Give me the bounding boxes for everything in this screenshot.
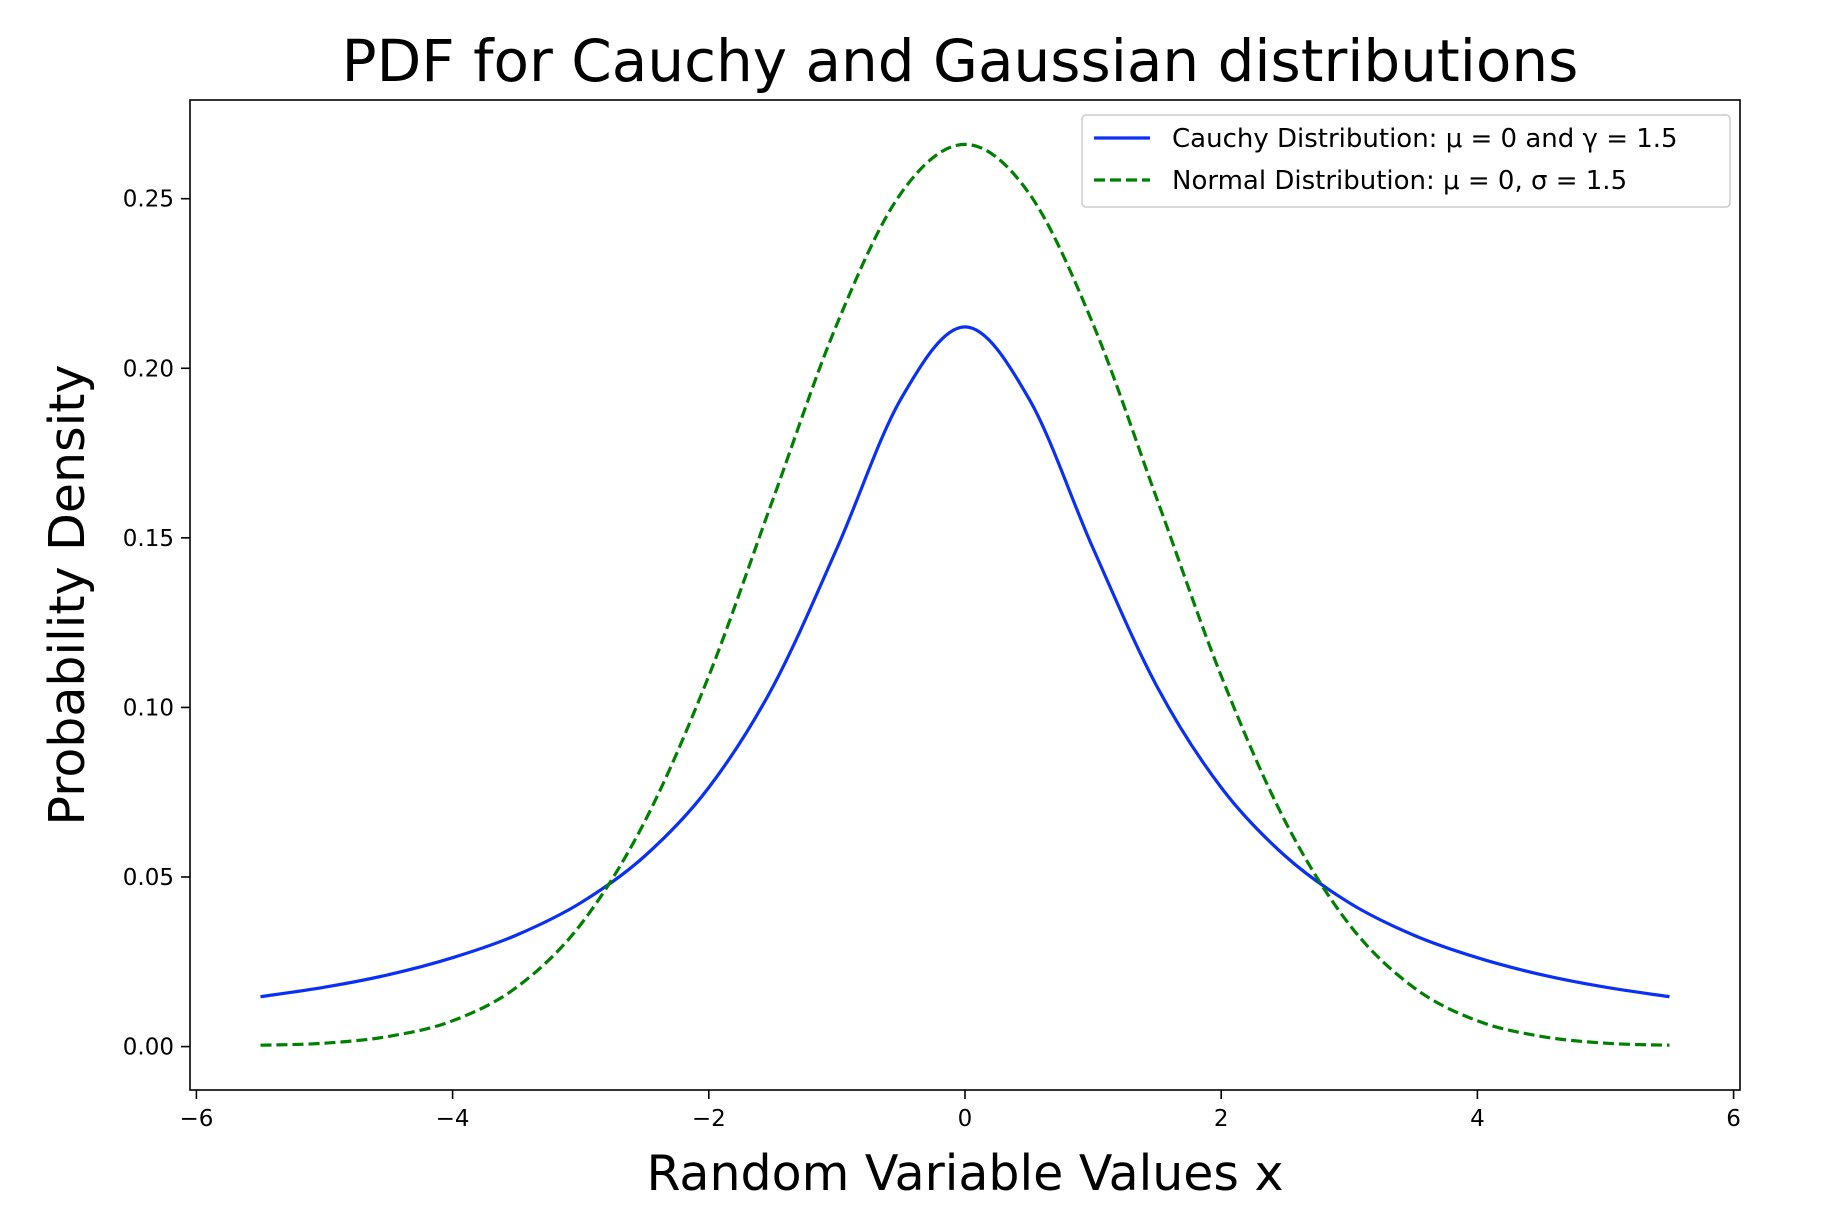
y-tick-label: 0.25 — [123, 187, 174, 213]
y-tick-label: 0.20 — [123, 356, 174, 382]
plot-area — [189, 99, 1741, 1091]
x-tick-label: 4 — [1470, 1106, 1485, 1132]
legend-box — [1081, 114, 1731, 208]
x-tick-label: −6 — [179, 1106, 213, 1132]
x-axis-ticks: −6 −4 −2 0 2 4 6 — [179, 1090, 1741, 1132]
axes-frame — [189, 99, 1741, 1091]
y-tick-label: 0.10 — [123, 695, 174, 721]
series-line-cauchy — [260, 325, 1670, 999]
x-tick-label: 0 — [958, 1106, 973, 1132]
chart-title: PDF for Cauchy and Gaussian distribution… — [342, 27, 1579, 95]
y-axis-title: Probability Density — [39, 365, 96, 826]
series-line-normal — [260, 142, 1670, 1047]
y-axis-ticks: 0.00 0.05 0.10 0.15 0.20 0.25 — [123, 187, 190, 1061]
y-tick-label: 0.00 — [123, 1035, 174, 1061]
x-tick-label: −2 — [692, 1106, 726, 1132]
legend-label-cauchy: Cauchy Distribution: μ = 0 and γ = 1.5 — [1172, 124, 1678, 154]
legend: Cauchy Distribution: μ = 0 and γ = 1.5 N… — [1081, 114, 1731, 208]
y-tick-label: 0.05 — [123, 865, 174, 891]
series-layer — [260, 142, 1670, 1047]
y-tick-label: 0.15 — [123, 526, 174, 552]
legend-label-normal: Normal Distribution: μ = 0, σ = 1.5 — [1172, 166, 1627, 196]
x-tick-label: 6 — [1726, 1106, 1741, 1132]
x-tick-label: −4 — [436, 1106, 470, 1132]
x-axis-title: Random Variable Values x — [646, 1145, 1283, 1202]
x-tick-label: 2 — [1214, 1106, 1229, 1132]
